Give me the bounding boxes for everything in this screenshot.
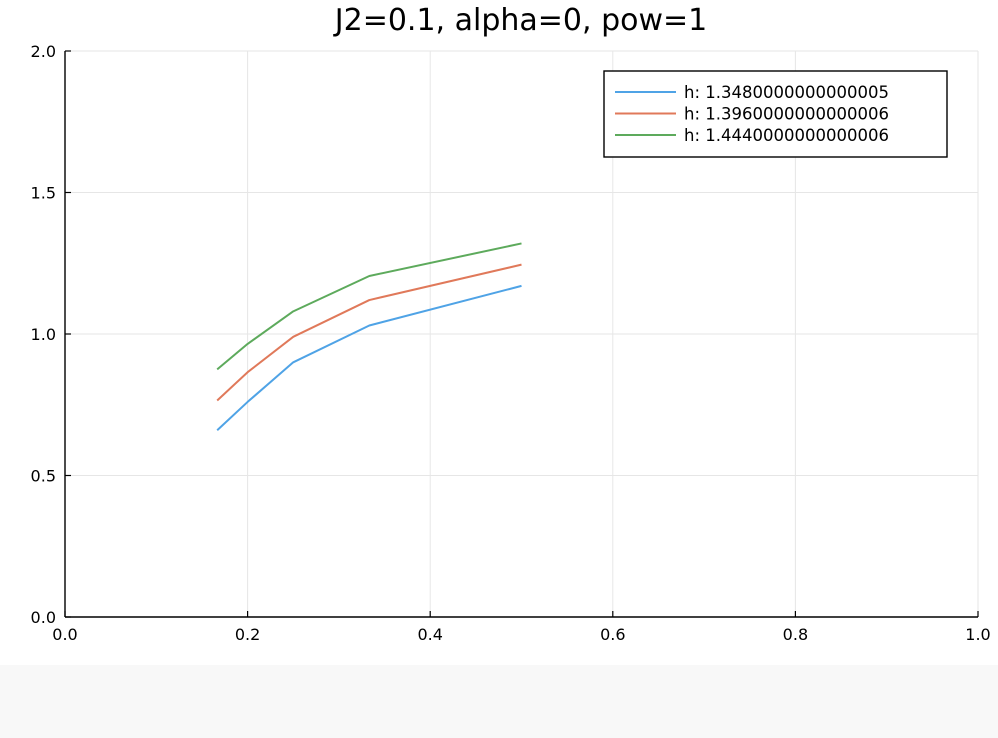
series-line-2 xyxy=(216,263,522,402)
x-tick-label: 0.6 xyxy=(600,625,625,644)
legend-label: h: 1.3960000000000006 xyxy=(684,105,889,124)
x-tick-label: 0.4 xyxy=(417,625,442,644)
legend-label: h: 1.3480000000000005 xyxy=(684,83,889,102)
x-tick-label: 0.2 xyxy=(235,625,260,644)
series-line-1 xyxy=(216,284,522,431)
series-line-3 xyxy=(216,242,522,371)
axes xyxy=(64,50,979,618)
x-tick-label: 1.0 xyxy=(965,625,990,644)
chart-title: J2=0.1, alpha=0, pow=1 xyxy=(333,3,707,38)
chart-figure: J2=0.1, alpha=0, pow=1 0.0 0.2 0.4 0.6 0.8 1.… xyxy=(30,3,991,644)
y-tick-label: 0.5 xyxy=(31,467,56,486)
y-tick-label: 2.0 xyxy=(31,42,56,61)
y-tick-label: 0.0 xyxy=(31,608,56,627)
y-tick-label: 1.0 xyxy=(31,325,56,344)
line-chart: J2=0.1, alpha=0, pow=1 0.0 0.2 0.4 0.6 0.8 1.… xyxy=(31,3,991,644)
x-tick-label: 0.0 xyxy=(52,625,77,644)
tick-labels: 0.0 0.2 0.4 0.6 0.8 1.0 0.0 0.5 1.0 1.5 2.0 xyxy=(31,42,991,644)
y-tick-label: 1.5 xyxy=(31,184,56,203)
x-tick-label: 0.8 xyxy=(783,625,808,644)
legend: h: 1.3480000000000005 h: 1.39600000000000… xyxy=(603,70,948,158)
legend-label: h: 1.4440000000000006 xyxy=(684,126,889,145)
series-lines xyxy=(216,242,522,431)
